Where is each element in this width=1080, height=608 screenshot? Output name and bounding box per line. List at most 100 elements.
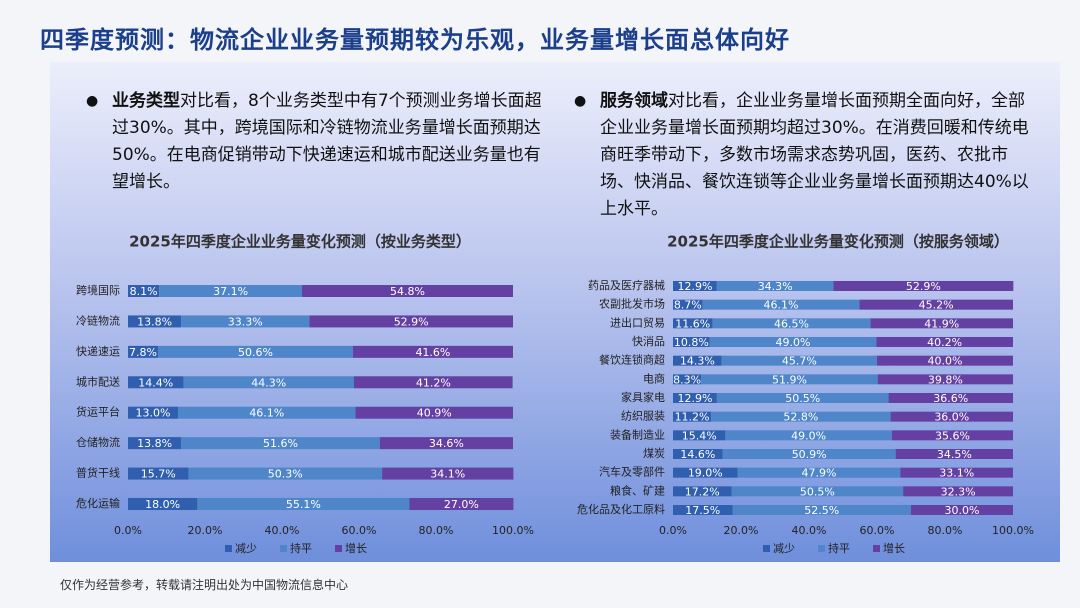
value-label: 50.5% <box>800 485 835 498</box>
bullet-text: 对比看，企业业务量增长面预期全面向好，全部企业业务量增长面预期均超过30%。在消… <box>600 91 1029 219</box>
bar-segment <box>353 376 513 389</box>
value-label: 52.8% <box>783 411 818 424</box>
bar-segment <box>900 467 1013 478</box>
y-tick-label: 快递速运 <box>76 344 120 358</box>
bar-segment <box>188 467 383 480</box>
value-label: 39.8% <box>928 373 963 386</box>
value-label: 8.7% <box>674 299 702 312</box>
legend-label: 增长 <box>345 541 367 555</box>
bar-segment <box>382 467 514 480</box>
chart-title: 2025年四季度企业业务量变化预测（按业务类型） <box>129 233 471 251</box>
bar-segment <box>355 406 513 419</box>
y-tick-label: 危化品及化工原料 <box>577 502 665 516</box>
bar-segment <box>128 498 198 510</box>
value-label: 52.9% <box>394 315 429 328</box>
value-label: 30.0% <box>945 504 980 517</box>
bar-segment <box>903 486 1013 497</box>
legend-label: 持平 <box>828 541 850 555</box>
bar-segment <box>379 437 513 450</box>
bar-segment <box>702 299 860 310</box>
bar-segment <box>159 285 303 297</box>
bar-segment <box>673 430 726 441</box>
bar-segment <box>722 449 896 459</box>
value-label: 8.1% <box>130 285 158 298</box>
bar-segment <box>737 467 901 478</box>
y-tick-label: 农副批发市场 <box>599 297 665 311</box>
value-label: 17.5% <box>685 504 720 517</box>
bar-segment <box>178 406 356 419</box>
bar-segment <box>128 467 189 480</box>
value-label: 17.2% <box>685 485 720 498</box>
y-tick-label: 粮食、矿建 <box>610 483 665 497</box>
value-label: 51.6% <box>263 437 298 450</box>
bar-segment <box>673 318 713 329</box>
bar-segment <box>181 437 380 450</box>
legend-label: 增长 <box>883 541 905 555</box>
legend-label: 持平 <box>290 541 312 555</box>
bar-segment <box>352 345 513 358</box>
x-tick-label: 80.0% <box>419 524 454 537</box>
bar-segment <box>833 281 1014 291</box>
bar-segment <box>673 393 717 403</box>
bar-segment <box>128 376 184 389</box>
y-tick-label: 仓储物流 <box>76 435 120 449</box>
x-tick-label: 40.0% <box>265 524 300 537</box>
bar-segment <box>895 449 1013 459</box>
legend-swatch <box>335 545 342 552</box>
value-label: 10.8% <box>674 336 709 349</box>
bullet-text: 对比看，8个业务类型中有7个预测业务增长面超过30%。其中，跨境国际和冷链物流业… <box>112 91 542 192</box>
value-label: 15.7% <box>141 468 176 481</box>
bar-segment <box>673 355 722 366</box>
value-label: 12.9% <box>677 280 712 293</box>
value-label: 36.0% <box>934 411 969 424</box>
chart-title: 2025年四季度企业业务量变化预测（按服务领域） <box>667 233 1009 251</box>
value-label: 27.0% <box>444 498 479 511</box>
value-label: 19.0% <box>688 467 723 480</box>
bar-segment <box>721 355 877 366</box>
bar-segment <box>701 374 878 385</box>
y-tick-label: 跨境国际 <box>76 283 120 297</box>
bar-segment <box>673 299 703 310</box>
bar-segment <box>888 393 1013 403</box>
y-tick-label: 药品及医疗器械 <box>588 278 665 292</box>
y-tick-label: 煤炭 <box>643 447 665 460</box>
bar-segment <box>673 411 712 422</box>
value-label: 11.6% <box>675 317 710 330</box>
value-label: 41.9% <box>924 317 959 330</box>
value-label: 37.1% <box>213 285 248 298</box>
bar-segment <box>128 345 159 358</box>
value-label: 50.3% <box>268 468 303 481</box>
y-tick-label: 货运平台 <box>76 405 120 419</box>
y-tick-label: 纺织服装 <box>621 409 665 423</box>
value-label: 52.5% <box>804 504 839 517</box>
value-label: 41.2% <box>416 376 451 389</box>
bar-segment <box>716 393 889 403</box>
y-tick-label: 城市配送 <box>76 374 120 388</box>
value-label: 45.2% <box>919 299 954 312</box>
bar-segment <box>877 374 1013 385</box>
bullet-keyword: 服务领域 <box>600 91 668 111</box>
bar-segment <box>725 430 892 441</box>
x-tick-label: 60.0% <box>342 524 377 537</box>
value-label: 54.8% <box>390 285 425 298</box>
bar-segment <box>309 315 513 328</box>
value-label: 45.7% <box>782 355 817 368</box>
bar-segment <box>128 437 182 450</box>
legend-swatch <box>818 545 825 552</box>
x-tick-label: 20.0% <box>724 524 759 537</box>
value-label: 34.1% <box>430 468 465 481</box>
bar-segment <box>673 337 710 347</box>
x-tick-label: 0.0% <box>114 524 142 537</box>
value-label: 33.1% <box>939 467 974 480</box>
bar-segment <box>197 498 410 510</box>
bar-segment <box>183 376 354 389</box>
x-tick-label: 0.0% <box>659 524 687 537</box>
bar-segment <box>302 285 513 297</box>
bullet: 业务类型对比看，8个业务类型中有7个预测业务增长面超过30%。其中，跨境国际和冷… <box>86 88 542 196</box>
x-tick-label: 100.0% <box>492 524 534 537</box>
value-label: 35.6% <box>935 429 970 442</box>
bar-segment <box>732 505 911 515</box>
value-label: 41.6% <box>415 346 450 359</box>
bar-segment <box>673 486 732 497</box>
value-label: 14.4% <box>138 376 173 389</box>
